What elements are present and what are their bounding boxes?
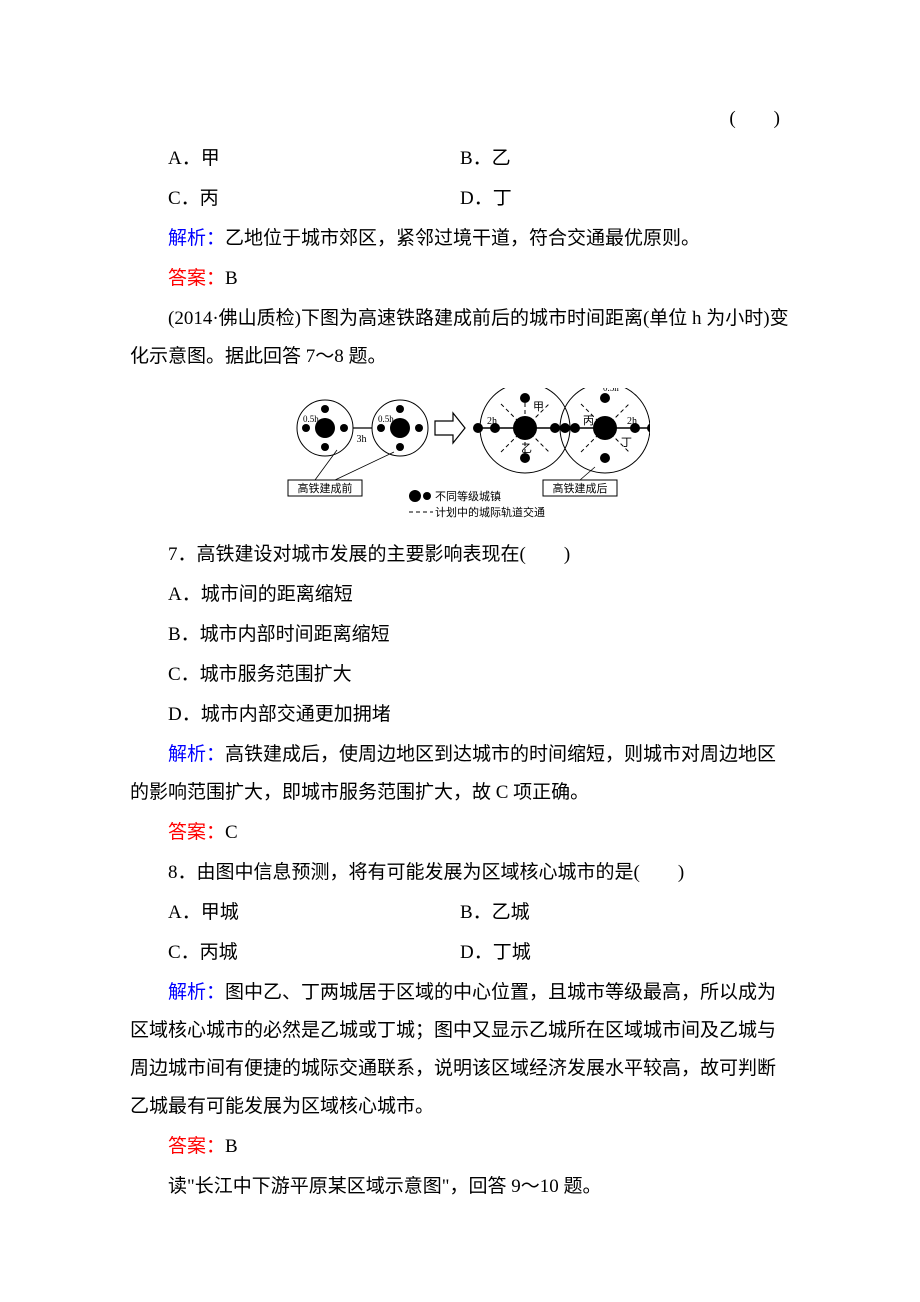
top-jiexi: 解析：乙地位于城市郊区，紧邻过境干道，符合交通最优原则。 (130, 220, 790, 258)
svg-text:0.5h: 0.5h (603, 388, 619, 393)
q7-jiexi: 解析：高铁建成后，使周边地区到达城市的时间缩短，则城市对周边地区的影响范围扩大，… (130, 736, 790, 812)
svg-text:0.5h: 0.5h (378, 414, 394, 424)
svg-text:丙: 丙 (583, 415, 594, 427)
svg-text:甲: 甲 (533, 401, 544, 413)
daan-text: C (225, 822, 238, 843)
q8-option-a: A．甲城 (130, 894, 460, 932)
jiexi-text: 乙地位于城市郊区，紧邻过境干道，符合交通最优原则。 (225, 228, 700, 249)
jiexi-text: 高铁建成后，使周边地区到达城市的时间缩短，则城市对周边地区的影响范围扩大，即城市… (130, 744, 776, 803)
q7-option-d: D．城市内部交通更加拥堵 (130, 696, 790, 734)
option-row-ab: A．甲 B．乙 (130, 140, 790, 178)
q8-option-row-ab: A．甲城 B．乙城 (130, 894, 790, 932)
q7-option-a: A．城市间的距离缩短 (130, 576, 790, 614)
q7-option-b: B．城市内部时间距离缩短 (130, 616, 790, 654)
svg-text:2h: 2h (487, 416, 497, 427)
daan-label: 答案： (168, 822, 225, 843)
daan-label: 答案： (168, 268, 225, 289)
q8-option-row-cd: C．丙城 D．丁城 (130, 934, 790, 972)
hsr-diagram: 0.5h 0.5h 3h 甲乙 丙丁 2h 2h 0.5h 高铁建成前 高铁建成后不同等级城镇计划… (130, 388, 790, 528)
q8-daan: 答案：B (130, 1128, 790, 1166)
q8-jiexi: 解析：图中乙、丁两城居于区域的中心位置，且城市等级最高，所以成为区域核心城市的必… (130, 974, 790, 1126)
outro-910: 读"长江中下游平原某区域示意图"，回答 9～10 题。 (130, 1168, 790, 1206)
daan-text: B (225, 1136, 238, 1157)
svg-text:2h: 2h (627, 416, 637, 427)
svg-text:3h: 3h (357, 434, 367, 445)
option-d: D．丁 (460, 180, 790, 218)
option-b: B．乙 (460, 140, 790, 178)
svg-text:高铁建成前: 高铁建成前 (298, 481, 353, 495)
option-row-cd: C．丙 D．丁 (130, 180, 790, 218)
q8-option-c: C．丙城 (130, 934, 460, 972)
q8-option-d: D．丁城 (460, 934, 790, 972)
option-c: C．丙 (130, 180, 460, 218)
daan-text: B (225, 268, 238, 289)
top-daan: 答案：B (130, 260, 790, 298)
intro-78: (2014·佛山质检)下图为高速铁路建成前后的城市时间距离(单位 h 为小时)变… (130, 300, 790, 376)
jiexi-label: 解析： (168, 744, 225, 765)
q7-daan: 答案：C (130, 814, 790, 852)
svg-text:计划中的城际轨道交通: 计划中的城际轨道交通 (435, 505, 545, 519)
svg-text:不同等级城镇: 不同等级城镇 (435, 489, 501, 503)
hsr-diagram-svg: 0.5h 0.5h 3h 甲乙 丙丁 2h 2h 0.5h 高铁建成前 高铁建成后不同等级城镇计划… (270, 388, 650, 528)
svg-text:乙: 乙 (521, 442, 532, 455)
jiexi-label: 解析： (168, 228, 225, 249)
option-a: A．甲 (130, 140, 460, 178)
q8-option-b: B．乙城 (460, 894, 790, 932)
q7-stem: 7．高铁建设对城市发展的主要影响表现在( ) (130, 536, 790, 574)
jiexi-text: 图中乙、丁两城居于区域的中心位置，且城市等级最高，所以成为区域核心城市的必然是乙… (130, 982, 776, 1117)
svg-text:0.5h: 0.5h (303, 414, 319, 424)
svg-text:高铁建成后: 高铁建成后 (553, 481, 608, 495)
question-paren: ( ) (130, 100, 790, 138)
svg-text:丁: 丁 (621, 437, 632, 449)
q7-option-c: C．城市服务范围扩大 (130, 656, 790, 694)
jiexi-label: 解析： (168, 982, 225, 1003)
daan-label: 答案： (168, 1136, 225, 1157)
q8-stem: 8．由图中信息预测，将有可能发展为区域核心城市的是( ) (130, 854, 790, 892)
